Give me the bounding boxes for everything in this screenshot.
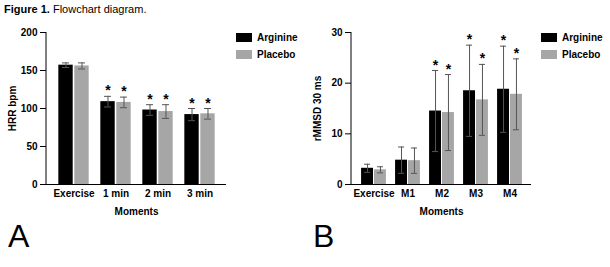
svg-text:*: * [514, 45, 520, 61]
svg-text:*: * [205, 95, 211, 111]
svg-text:Exercise: Exercise [53, 188, 95, 199]
html-text:Placebo: Placebo [257, 49, 296, 60]
svg-text:*: * [105, 82, 111, 98]
svg-text:20: 20 [331, 77, 343, 88]
html-text:Arginine: Arginine [562, 32, 603, 43]
svg-text:150: 150 [21, 65, 38, 76]
svg-text:2 min: 2 min [145, 188, 171, 199]
svg-text:Exercise: Exercise [353, 188, 395, 199]
svg-text:M3: M3 [469, 188, 483, 199]
svg-text:*: * [467, 31, 473, 47]
svg-text:50: 50 [26, 141, 38, 152]
svg-text:Moments: Moments [420, 206, 464, 217]
svg-text:1 min: 1 min [103, 188, 129, 199]
svg-text:*: * [433, 57, 439, 73]
svg-text:M4: M4 [503, 188, 517, 199]
svg-text:10: 10 [331, 128, 343, 139]
svg-text:*: * [480, 50, 486, 66]
html-text:Placebo: Placebo [562, 49, 601, 60]
svg-text:HRR bpm: HRR bpm [7, 86, 18, 132]
svg-text:*: * [446, 61, 452, 77]
svg-text:30: 30 [331, 27, 343, 38]
svg-text:M1: M1 [401, 188, 415, 199]
svg-text:3 min: 3 min [187, 188, 213, 199]
svg-text:*: * [147, 91, 153, 107]
svg-text:*: * [163, 91, 169, 107]
svg-text:Moments: Moments [115, 206, 159, 217]
svg-text:*: * [189, 95, 195, 111]
svg-text:*: * [121, 83, 127, 99]
svg-text:100: 100 [21, 103, 38, 114]
html-text:A: A [8, 218, 30, 254]
html-text:Figure 1. Flowchart diagram.: Figure 1. Flowchart diagram. [4, 3, 147, 15]
svg-text:M2: M2 [435, 188, 449, 199]
svg-text:rMMSD 30 ms: rMMSD 30 ms [312, 75, 323, 141]
html-text:B: B [313, 218, 335, 254]
svg-text:200: 200 [21, 27, 38, 38]
html-text:Arginine: Arginine [257, 32, 298, 43]
svg-text:*: * [501, 32, 507, 48]
svg-text:0: 0 [337, 179, 343, 190]
svg-text:0: 0 [32, 179, 38, 190]
